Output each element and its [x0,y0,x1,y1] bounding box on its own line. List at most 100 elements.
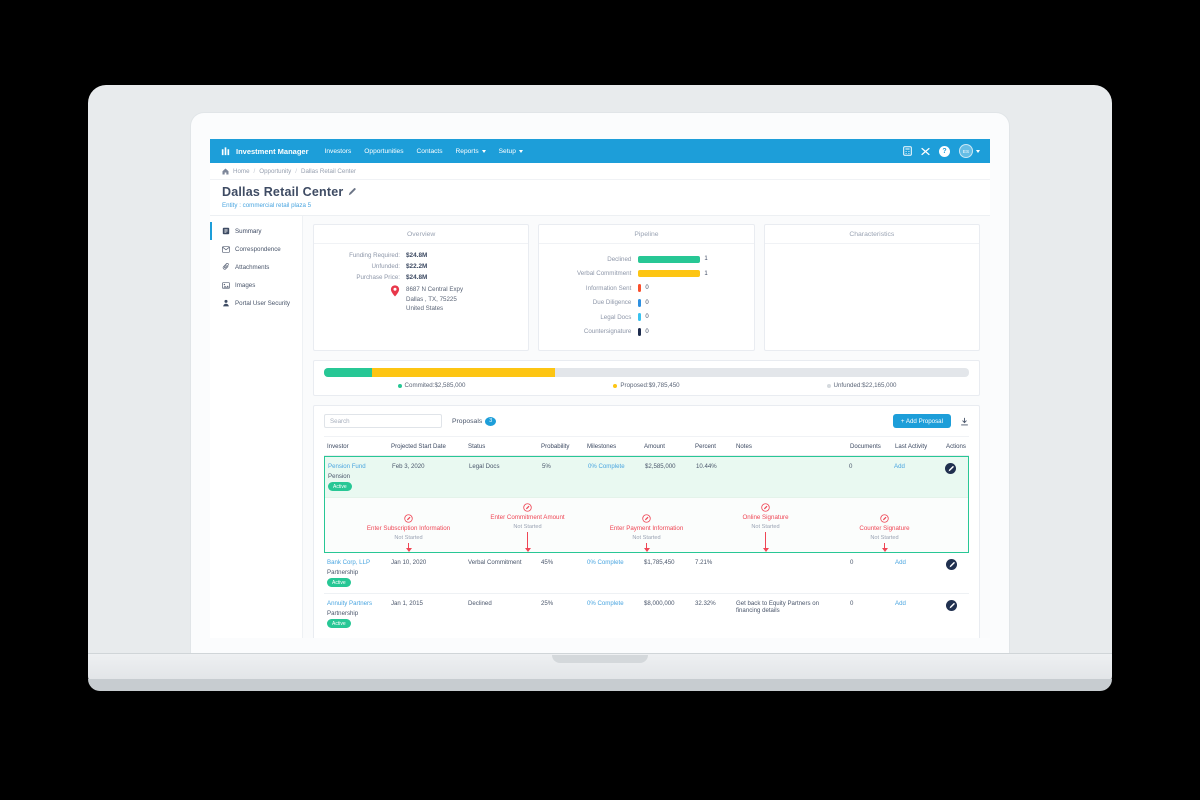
laptop-frame: Investment Manager Investors Opportuniti… [88,85,1112,691]
funding-progress-bar [324,368,969,377]
milestone-edit-icon [761,503,770,512]
download-icon[interactable] [960,417,969,426]
unfunded-value: $22.2M [406,263,428,270]
characteristics-title: Characteristics [764,225,979,244]
arrow-down-icon [405,548,412,552]
top-nav: Investment Manager Investors Opportuniti… [210,139,990,163]
proposals-card: Proposals 3 + Add Proposal Investor Proj… [313,405,980,638]
pipeline-chart: Declined 1 Verbal Commitment 1 Information… [576,255,708,336]
proposed-segment [372,368,555,377]
milestone-step-counter-signature[interactable]: Counter Signature Not Started [825,503,944,552]
milestone-step-online-signature[interactable]: Online Signature Not Started [706,503,825,552]
proposals-count-badge: 3 [485,416,497,426]
edit-proposal-action[interactable] [946,600,957,611]
last-activity-add-link[interactable]: Add [895,559,906,566]
pipeline-bar-declined [638,255,701,263]
edit-proposal-action[interactable] [946,559,957,570]
last-activity-add-link[interactable]: Add [894,463,905,470]
proposed-dot-icon [613,383,618,388]
user-avatar[interactable]: ES [959,144,973,158]
breadcrumb-home[interactable]: Home [233,167,250,175]
help-icon[interactable]: ? [939,145,950,157]
milestones-link[interactable]: 0% Complete [587,600,624,607]
investor-link[interactable]: Pension Fund [328,463,366,470]
unfunded-dot-icon [826,383,831,388]
page-title: Dallas Retail Center [222,185,344,199]
map-pin-icon [324,285,406,314]
home-icon [222,168,229,175]
overview-panel: Overview Funding Required: $24.8M Unfunde… [313,224,530,351]
nav-item-contacts[interactable]: Contacts [416,147,443,155]
nav-item-reports[interactable]: Reports [456,148,486,155]
funding-progress-card: Commited:$2,585,000 Proposed:$9,785,450 … [313,360,980,396]
legend-proposed: Proposed:$9,785,450 [539,382,754,389]
breadcrumb: Home / Opportunity / Dallas Retail Cente… [210,163,990,180]
search-input[interactable] [324,414,442,428]
milestone-edit-icon [523,503,532,512]
milestone-step-subscription[interactable]: Enter Subscription Information Not Start… [349,503,468,552]
page-header: Dallas Retail Center Entity : commercial… [210,180,990,216]
sidebar-item-correspondence[interactable]: Correspondence [210,240,302,258]
characteristics-panel: Characteristics [763,224,980,351]
chevron-down-icon [481,149,486,153]
selected-proposal-block: Pension Fund Pension Active Feb 3, 2020 … [324,456,969,553]
laptop-base [88,653,1112,691]
breadcrumb-opportunity[interactable]: Opportunity [259,167,292,175]
pipeline-panel: Pipeline Declined 1 Verbal Commitment 1 In… [538,224,755,351]
envelope-icon [221,245,230,253]
arrow-down-icon [524,548,531,552]
milestone-edit-icon [404,514,413,523]
table-row[interactable]: Bank Corp, LLP Partnership Active Jan 10… [324,553,969,594]
milestone-edit-icon [880,514,889,523]
milestone-edit-icon [642,514,651,523]
entity-link[interactable]: Entity : commercial retail plaza 5 [222,202,312,209]
milestones-link[interactable]: 0% Complete [587,559,624,566]
investor-link[interactable]: Annuity Partners [327,600,373,607]
purchase-price-value: $24.8M [406,274,428,281]
nav-item-setup[interactable]: Setup [499,148,523,155]
breadcrumb-current: Dallas Retail Center [300,167,357,175]
status-badge: Active [327,619,351,628]
laptop-screen-bezel: Investment Manager Investors Opportuniti… [190,112,1010,654]
user-menu[interactable]: ES [959,144,980,158]
edit-proposal-action[interactable] [945,463,956,474]
nav-item-investors[interactable]: Investors [324,147,352,155]
nav-item-opportunities[interactable]: Opportunities [364,147,404,155]
sidebar-item-attachments[interactable]: Attachments [210,258,302,276]
arrow-down-icon [762,548,769,552]
calculator-icon[interactable] [903,146,912,156]
paperclip-icon [221,263,230,271]
add-proposal-button[interactable]: + Add Proposal [892,414,951,428]
table-row[interactable]: Pension Fund Pension Active Feb 3, 2020 … [325,457,968,497]
edit-title-icon[interactable] [348,188,357,196]
last-activity-add-link[interactable]: Add [895,600,906,607]
arrow-down-icon [643,548,650,552]
summary-icon [221,227,230,235]
arrow-down-icon [881,548,888,552]
milestone-steps: Enter Subscription Information Not Start… [325,497,968,552]
funding-required-value: $24.8M [406,252,428,259]
table-row[interactable]: Annuity Partners Partnership Active Jan … [324,594,969,634]
sidebar-item-images[interactable]: Images [210,276,302,294]
proposals-label: Proposals [452,417,483,425]
overview-title: Overview [314,225,529,244]
table-header: Investor Projected Start Date Status Pro… [324,437,969,456]
pipeline-bar-information-sent [638,284,642,293]
shuffle-icon[interactable] [921,147,930,156]
chevron-down-icon [518,149,523,153]
status-badge: Active [328,482,352,491]
sidebar-item-portal-user-security[interactable]: Portal User Security [210,294,302,312]
sidebar-item-summary[interactable]: Summary [210,222,302,240]
pipeline-bar-legal-docs [638,313,642,322]
laptop-bottom-edge [88,679,1112,691]
pipeline-bar-countersignature [638,327,642,336]
investor-link[interactable]: Bank Corp, LLP [327,559,371,566]
legend-unfunded: Unfunded:$22,165,000 [754,382,969,389]
milestone-step-commitment[interactable]: Enter Commitment Amount Not Started [468,503,587,552]
app-window: Investment Manager Investors Opportuniti… [210,139,990,638]
milestones-link[interactable]: 0% Complete [588,463,625,470]
image-icon [221,281,230,289]
sidebar: Summary Correspondence Attachments [210,216,303,638]
milestone-step-payment[interactable]: Enter Payment Information Not Started [587,503,706,552]
committed-dot-icon [397,383,402,388]
